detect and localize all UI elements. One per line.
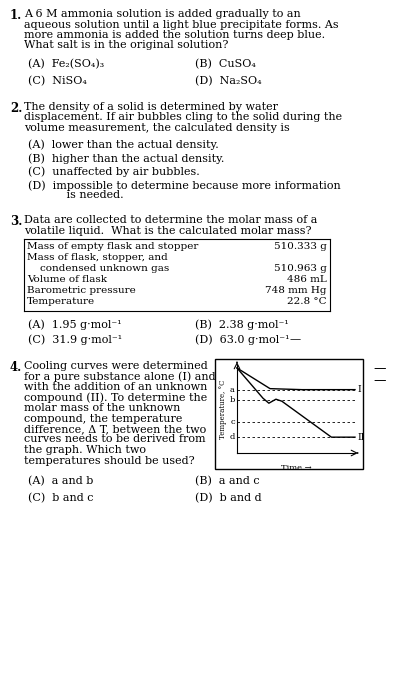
Text: The density of a solid is determined by water: The density of a solid is determined by … [24, 102, 278, 112]
Text: 510.333 g: 510.333 g [274, 242, 327, 251]
Text: 486 mL: 486 mL [287, 275, 327, 284]
Text: Temperature: Temperature [27, 297, 95, 306]
Text: (C)  NiSO₄: (C) NiSO₄ [28, 76, 87, 86]
Text: compound, the temperature: compound, the temperature [24, 414, 182, 424]
Text: (A)  Fe₂(SO₄)₃: (A) Fe₂(SO₄)₃ [28, 59, 104, 69]
Text: —: — [374, 363, 386, 375]
Text: volatile liquid.  What is the calculated molar mass?: volatile liquid. What is the calculated … [24, 225, 312, 235]
Text: (C)  unaffected by air bubbles.: (C) unaffected by air bubbles. [28, 167, 200, 177]
Text: Barometric pressure: Barometric pressure [27, 286, 136, 295]
Text: a: a [230, 386, 235, 393]
Text: Mass of flask, stopper, and: Mass of flask, stopper, and [27, 253, 168, 262]
Text: b: b [230, 396, 235, 404]
Text: 22.8 °C: 22.8 °C [287, 297, 327, 306]
Text: (A)  a and b: (A) a and b [28, 476, 93, 486]
Text: 2.: 2. [10, 102, 22, 115]
Text: volume measurement, the calculated density is: volume measurement, the calculated densi… [24, 123, 290, 133]
Text: for a pure substance alone (I) and: for a pure substance alone (I) and [24, 372, 216, 382]
Text: 3.: 3. [10, 215, 22, 228]
Text: —: — [290, 335, 301, 344]
Text: (B)  2.38 g·mol⁻¹: (B) 2.38 g·mol⁻¹ [195, 319, 289, 330]
Text: (C)  31.9 g·mol⁻¹: (C) 31.9 g·mol⁻¹ [28, 335, 122, 345]
Text: Data are collected to determine the molar mass of a: Data are collected to determine the mola… [24, 215, 318, 225]
Text: (B)  CuSO₄: (B) CuSO₄ [195, 59, 256, 69]
Text: (B)  higher than the actual density.: (B) higher than the actual density. [28, 153, 224, 164]
Text: 1.: 1. [10, 9, 22, 22]
Text: (A)  lower than the actual density.: (A) lower than the actual density. [28, 139, 219, 150]
Text: molar mass of the unknown: molar mass of the unknown [24, 403, 180, 413]
Text: compound (II). To determine the: compound (II). To determine the [24, 393, 207, 403]
Text: condensed unknown gas: condensed unknown gas [27, 264, 169, 273]
Bar [215, 359, 363, 469]
Text: the graph. Which two: the graph. Which two [24, 445, 146, 455]
Text: (B)  a and c: (B) a and c [195, 476, 260, 486]
Text: (D)  63.0 g·mol⁻¹: (D) 63.0 g·mol⁻¹ [195, 335, 290, 345]
Text: (D)  Na₂SO₄: (D) Na₂SO₄ [195, 76, 262, 86]
Text: Mass of empty flask and stopper: Mass of empty flask and stopper [27, 242, 198, 251]
Text: aqueous solution until a light blue precipitate forms. As: aqueous solution until a light blue prec… [24, 20, 338, 29]
Text: Time →: Time → [281, 464, 311, 472]
Text: temperatures should be used?: temperatures should be used? [24, 456, 195, 466]
Text: c: c [230, 418, 235, 426]
Text: —: — [374, 374, 386, 388]
Text: Temperature, °C: Temperature, °C [219, 379, 227, 439]
Text: 4.: 4. [10, 361, 22, 374]
Text: (C)  b and c: (C) b and c [28, 493, 93, 503]
Text: Cooling curves were determined: Cooling curves were determined [24, 361, 208, 371]
Text: What salt is in the original solution?: What salt is in the original solution? [24, 41, 229, 50]
Text: (D)  b and d: (D) b and d [195, 493, 262, 503]
Text: Volume of flask: Volume of flask [27, 275, 107, 284]
Text: difference, Δ T, between the two: difference, Δ T, between the two [24, 424, 206, 434]
Text: d: d [230, 433, 235, 441]
Text: II: II [357, 433, 364, 442]
Text: A 6 M ammonia solution is added gradually to an: A 6 M ammonia solution is added graduall… [24, 9, 301, 19]
Text: 748 mm Hg: 748 mm Hg [266, 286, 327, 295]
Text: displacement. If air bubbles cling to the solid during the: displacement. If air bubbles cling to th… [24, 113, 342, 122]
Text: (D)  impossible to determine because more information: (D) impossible to determine because more… [28, 180, 341, 190]
Text: I: I [357, 385, 361, 394]
Text: curves needs to be derived from: curves needs to be derived from [24, 435, 206, 444]
Text: 510.963 g: 510.963 g [274, 264, 327, 273]
Text: with the addition of an unknown: with the addition of an unknown [24, 382, 207, 392]
Text: is needed.: is needed. [42, 190, 124, 200]
Text: more ammonia is added the solution turns deep blue.: more ammonia is added the solution turns… [24, 30, 325, 40]
Text: (A)  1.95 g·mol⁻¹: (A) 1.95 g·mol⁻¹ [28, 319, 122, 330]
